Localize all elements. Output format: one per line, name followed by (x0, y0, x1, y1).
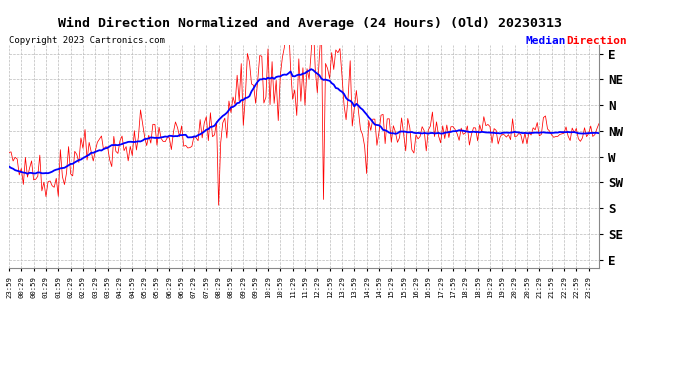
Text: Direction: Direction (566, 36, 627, 46)
Text: Median: Median (526, 36, 566, 46)
Text: Wind Direction Normalized and Average (24 Hours) (Old) 20230313: Wind Direction Normalized and Average (2… (59, 17, 562, 30)
Text: Copyright 2023 Cartronics.com: Copyright 2023 Cartronics.com (9, 36, 165, 45)
